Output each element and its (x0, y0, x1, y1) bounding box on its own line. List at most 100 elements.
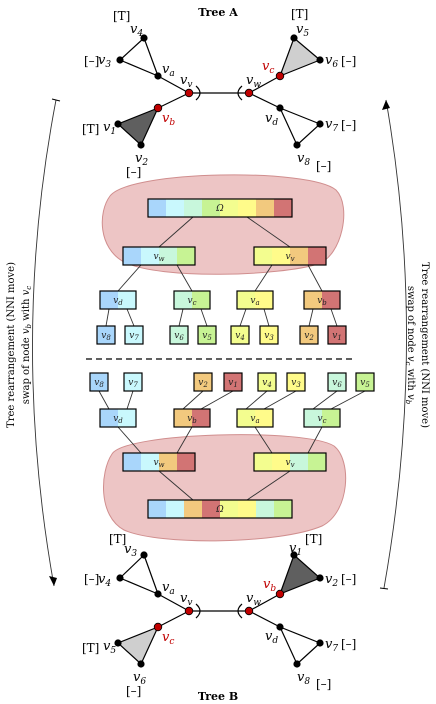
svg-text:v3: v3 (98, 53, 111, 70)
upper-root-label: Ω (215, 204, 224, 214)
upper-leaf-label: v3 (264, 331, 274, 342)
marker-dash-5: [–] (316, 159, 331, 173)
marker-dash-b3: [–] (341, 637, 356, 651)
svg-text:vw: vw (246, 73, 261, 90)
lower-l2-label: va (250, 414, 259, 425)
svg-text:v8: v8 (297, 670, 310, 687)
marker-t-b1: [T] (109, 532, 126, 546)
svg-text:vv: vv (180, 73, 192, 90)
upper-leaf-block (327, 325, 347, 345)
svg-text:va: va (162, 580, 175, 597)
lower-l2-block (99, 408, 137, 428)
lower-root-label: Ω (215, 505, 224, 515)
tree-b: [T] v3 [–] v4 va vv vw vb v1 [T] v2 [–] … (82, 532, 356, 698)
marker-t-2: [T] (291, 7, 308, 21)
svg-text:vw: vw (246, 591, 261, 608)
upper-leaf-label: v1 (332, 331, 342, 342)
right-side-text-1: Tree rearrangement (NNI move) (419, 262, 430, 428)
upper-leaf-block (169, 325, 189, 345)
svg-text:v7: v7 (325, 117, 338, 134)
upper-l2-label: vb (317, 296, 327, 307)
upper-leaf-block (96, 325, 116, 345)
upper-structure: Ωvw vv vd vc va vb v8 v7 v6 v5 v4 v3 v2 v1 (96, 198, 347, 345)
marker-t-b3: [T] (82, 641, 99, 655)
lower-leaf-block (123, 372, 143, 392)
lower-leaf-block (257, 372, 277, 392)
svg-text:v8: v8 (297, 151, 310, 168)
lower-root-block (147, 499, 293, 519)
upper-root-block (147, 198, 293, 218)
lower-leaf-label: v4 (262, 378, 272, 389)
svg-text:v7: v7 (325, 637, 338, 654)
lower-leaf-label: v1 (228, 378, 238, 389)
svg-text:vv: vv (180, 591, 192, 608)
lower-leaf-label: v3 (291, 378, 301, 389)
upper-l2-label: vd (113, 296, 123, 307)
upper-leaf-label: v7 (129, 331, 139, 342)
upper-l1-label: vw (153, 252, 164, 263)
svg-text:vd: vd (265, 111, 278, 128)
lower-structure: v8 v7 v2 v1 v4 v3 v6 v5 vd vb va vc vw vv Ω (89, 372, 375, 519)
upper-leaf-block (197, 325, 217, 345)
lower-l1-label: vv (285, 458, 294, 469)
svg-text:v1: v1 (289, 541, 302, 558)
left-arrow (32, 98, 61, 587)
svg-text:v3: v3 (124, 542, 137, 559)
svg-text:v4: v4 (98, 572, 111, 589)
lower-l1-block (122, 452, 196, 472)
subtree-b-triangle (116, 106, 160, 146)
lower-l2-label: vd (113, 414, 123, 425)
lower-leaf-label: v5 (360, 378, 370, 389)
marker-dash-b5: [–] (316, 677, 331, 691)
tree-b-title: Tree B (198, 690, 238, 703)
upper-l1-block (253, 246, 327, 266)
left-side-text-2: swap of node vb with vc (21, 286, 33, 404)
lower-edges (98, 390, 366, 501)
svg-text:vc: vc (262, 59, 274, 76)
svg-text:vb: vb (162, 111, 175, 128)
svg-text:v4: v4 (130, 22, 143, 39)
subtree-c-triangle (278, 36, 322, 78)
marker-dash: [–] (84, 54, 99, 68)
upper-l2-block (303, 290, 341, 310)
lower-leaf-label: v2 (198, 378, 208, 389)
lower-l2-label: vb (187, 414, 197, 425)
right-side-text-2: swap of node vc with vb (404, 286, 416, 405)
lower-leaf-block (223, 372, 243, 392)
lower-leaf-block (327, 372, 347, 392)
upper-l2-block (236, 290, 274, 310)
lower-l2-block (236, 408, 274, 428)
svg-text:vc: vc (162, 630, 174, 647)
upper-leaf-block (124, 325, 144, 345)
lower-l2-block (303, 408, 341, 428)
svg-text:v2: v2 (325, 572, 338, 589)
tree-a-title: Tree A (198, 6, 238, 19)
marker-dash-3: [–] (341, 118, 356, 132)
lower-l1-block (253, 452, 327, 472)
lower-l2-block (173, 408, 211, 428)
svg-text:v5: v5 (296, 22, 309, 39)
upper-l2-label: vc (187, 296, 196, 307)
upper-leaf-label: v2 (304, 331, 314, 342)
upper-leaf-block (299, 325, 319, 345)
svg-text:va: va (162, 62, 175, 79)
marker-dash-b4: [–] (126, 684, 141, 698)
upper-leaf-block (230, 325, 250, 345)
svg-text:v5: v5 (103, 639, 116, 656)
lower-leaf-label: v6 (332, 378, 342, 389)
upper-leaf-label: v6 (174, 331, 184, 342)
lower-l1-label: vw (153, 458, 164, 469)
upper-l2-block (99, 290, 137, 310)
lower-leaf-block (355, 372, 375, 392)
upper-l1-block (122, 246, 196, 266)
subtree-c-triangle-b (116, 625, 160, 665)
marker-dash-2: [–] (341, 54, 356, 68)
upper-leaf-label: v8 (101, 331, 111, 342)
svg-text:vb: vb (263, 577, 276, 594)
lower-l2-label: vc (317, 414, 326, 425)
upper-leaf-label: v5 (202, 331, 212, 342)
marker-dash-b2: [–] (341, 572, 356, 586)
upper-leaf-block (259, 325, 279, 345)
right-arrow (379, 99, 407, 590)
lower-leaf-block (89, 372, 109, 392)
